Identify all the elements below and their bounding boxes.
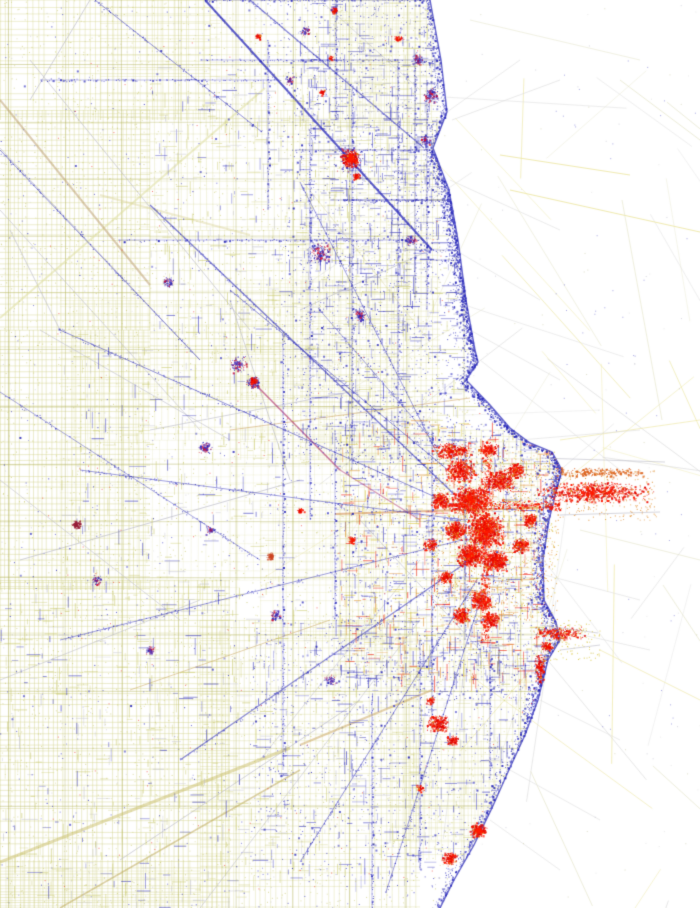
geotagged-photo-density-map-canvas	[0, 0, 700, 908]
locals-tourists-photo-map	[0, 0, 700, 908]
